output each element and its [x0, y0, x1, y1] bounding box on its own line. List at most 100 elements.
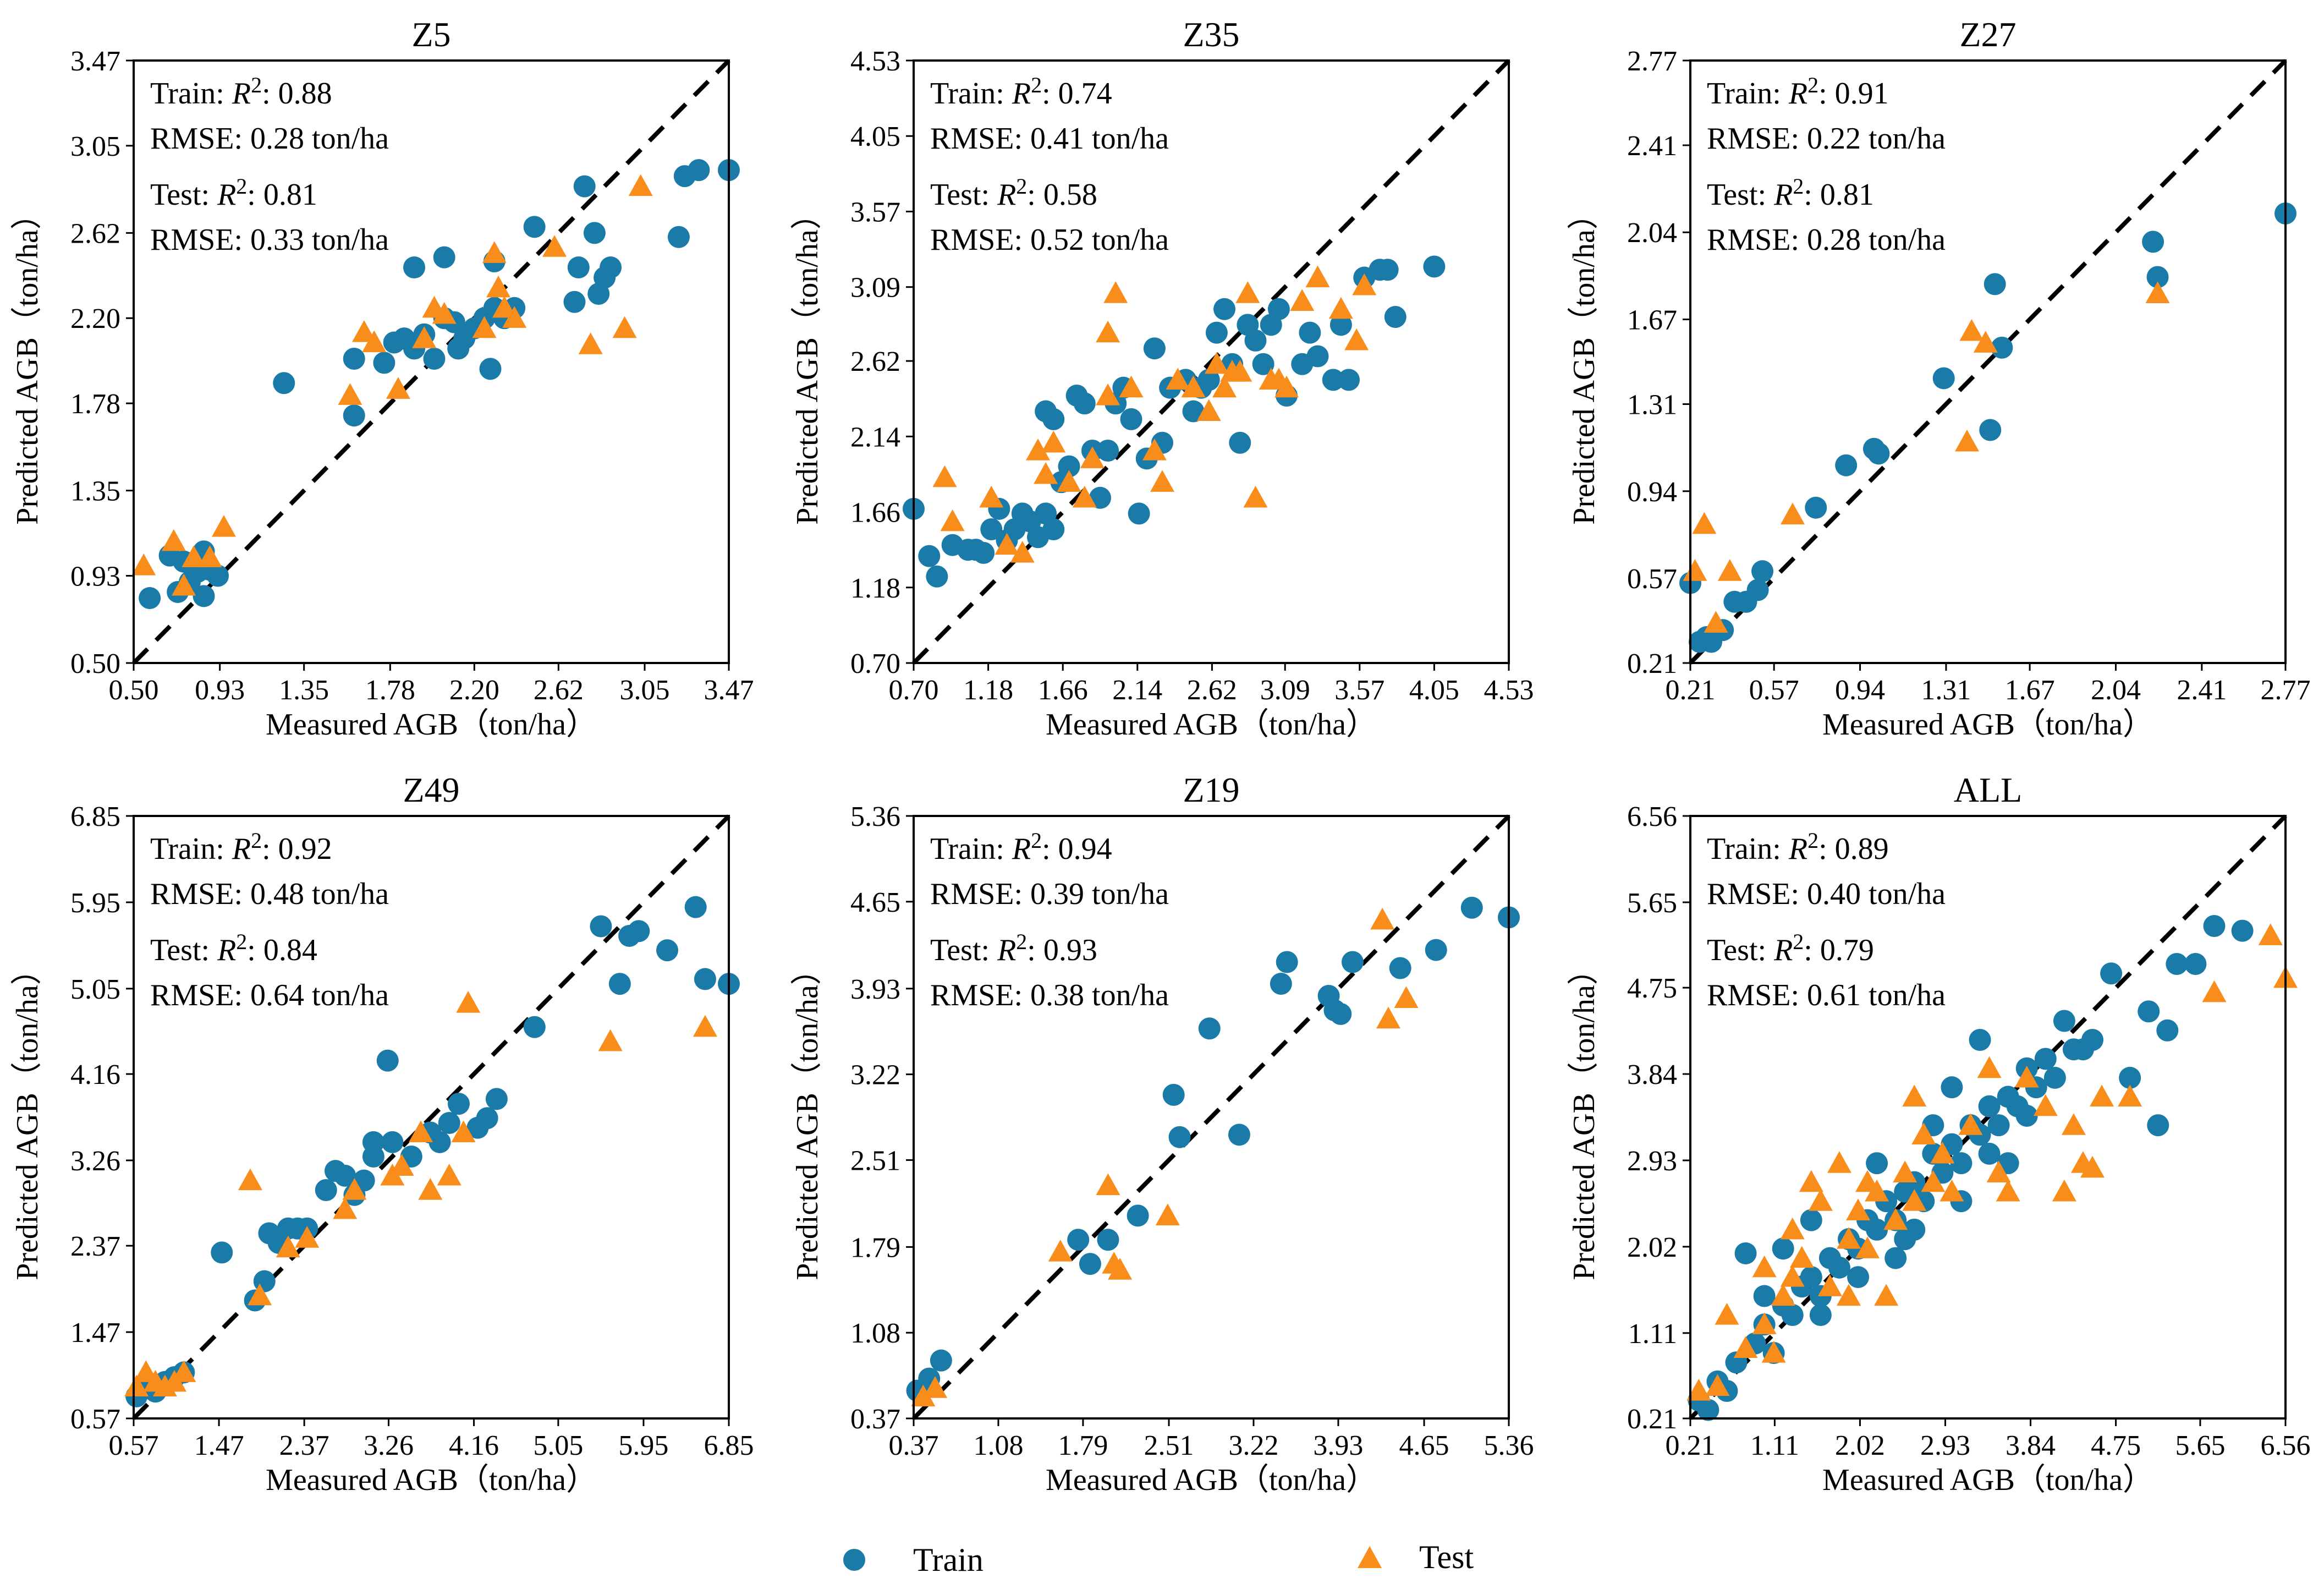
y-tick-label: 0.94 [1627, 476, 1677, 508]
test-point [1902, 1084, 1927, 1107]
test-point [1155, 1203, 1180, 1225]
train-point [1734, 1242, 1757, 1264]
train-r2-text: Train: R2: 0.74 [930, 73, 1112, 111]
test-point [1911, 1122, 1936, 1145]
x-tick-label: 0.50 [109, 675, 159, 706]
test-point [1846, 1198, 1871, 1220]
test-point [1973, 331, 1998, 353]
test-point [1026, 439, 1051, 461]
x-tick-label: 5.36 [1484, 1430, 1534, 1461]
test-point [2118, 1084, 2142, 1107]
x-tick-label: 1.78 [365, 675, 415, 706]
legend: Train Test [843, 1539, 1474, 1578]
y-tick-label: 1.11 [1628, 1318, 1677, 1350]
x-tick-label: 0.70 [889, 675, 939, 706]
test-point [1103, 281, 1128, 303]
test-point [276, 1235, 300, 1258]
train-point [1978, 1095, 2001, 1117]
plot-frame [133, 815, 730, 1420]
train-point [1127, 1204, 1149, 1227]
test-point [342, 1178, 367, 1200]
test-rmse-text: RMSE: 0.38 ton/ha [930, 978, 1169, 1012]
test-point [1328, 297, 1353, 319]
x-tick-label: 0.21 [1666, 675, 1716, 706]
test-point [161, 529, 186, 551]
train-point [694, 968, 716, 990]
train-r2-text: Train: R2: 0.92 [150, 828, 332, 866]
train-point [1329, 1002, 1352, 1025]
x-tick-label: 2.04 [2091, 675, 2141, 706]
y-axis-label: Predicted AGB（ton/ha） [1567, 954, 1601, 1280]
y-tick-label: 2.77 [1627, 46, 1677, 77]
test-point [451, 1120, 476, 1142]
legend-train-label: Train [913, 1542, 984, 1578]
test-point [1996, 1179, 2020, 1202]
train-point [608, 973, 631, 995]
legend-test-marker [1358, 1546, 1382, 1568]
y-tick-label: 1.67 [1627, 305, 1677, 336]
test-r2-text: Test: R2: 0.79 [1707, 929, 1874, 967]
train-point [1376, 259, 1399, 281]
plot-frame [913, 59, 1510, 664]
test-point [389, 1154, 414, 1176]
train-point [2138, 1000, 2160, 1023]
train-point [447, 1093, 470, 1115]
test-point [2061, 1113, 2086, 1135]
x-tick-label: 0.93 [195, 675, 245, 706]
test-point [1930, 1141, 1955, 1164]
y-tick-label: 4.65 [850, 887, 900, 918]
test-point [1789, 1246, 1814, 1268]
y-tick-label: 0.21 [1627, 1404, 1677, 1435]
train-point [207, 565, 229, 587]
train-point [1847, 1266, 1870, 1289]
train-rmse-text: RMSE: 0.22 ton/ha [1707, 122, 1946, 156]
train-point [2146, 266, 2169, 288]
test-point [418, 1178, 443, 1200]
train-point [1941, 1076, 1963, 1099]
test-point [1072, 485, 1097, 508]
test-point [1940, 1179, 1964, 1202]
train-point [1979, 419, 2002, 441]
y-tick-label: 0.21 [1627, 648, 1677, 680]
test-point [432, 302, 457, 324]
y-tick-label: 0.57 [1627, 563, 1677, 595]
test-point [1243, 485, 1268, 508]
one-to-one-line [912, 814, 1510, 1420]
test-point [1874, 1284, 1899, 1306]
train-point [1969, 1028, 1991, 1051]
x-tick-label: 0.57 [109, 1430, 159, 1461]
train-point [1772, 1237, 1794, 1260]
train-point [1885, 1247, 1907, 1269]
y-tick-label: 2.14 [850, 421, 900, 453]
x-tick-label: 1.67 [2005, 675, 2055, 706]
train-point [423, 347, 446, 370]
test-point [1235, 281, 1260, 303]
train-point [523, 216, 546, 238]
train-point [2156, 1019, 2179, 1042]
y-tick-label: 1.79 [850, 1232, 900, 1263]
test-point [979, 485, 1004, 508]
train-point [343, 404, 365, 427]
chart-title: Z19 [1183, 770, 1239, 809]
test-point [1986, 1160, 2011, 1182]
test-point [578, 332, 603, 354]
test-point [1166, 368, 1190, 390]
y-tick-label: 2.93 [1627, 1146, 1677, 1177]
train-point [1205, 321, 1228, 344]
train-point [1128, 502, 1150, 525]
test-point [1683, 559, 1707, 581]
x-axis-label: Measured AGB（ton/ha） [1822, 708, 2153, 742]
train-point [684, 896, 707, 918]
test-r2-value: 0.93 [1043, 933, 1097, 967]
x-tick-label: 2.14 [1112, 675, 1162, 706]
train-point [2231, 919, 2254, 942]
x-tick-label: 3.93 [1313, 1430, 1363, 1461]
x-tick-label: 5.95 [618, 1430, 668, 1461]
test-point [1836, 1284, 1861, 1306]
test-point [1376, 1006, 1400, 1029]
y-tick-label: 2.62 [850, 346, 900, 377]
legend-test-label: Test [1419, 1539, 1474, 1575]
one-to-one-line [132, 814, 730, 1420]
train-point [1697, 1399, 1719, 1421]
test-r2-value: 0.84 [263, 933, 317, 967]
